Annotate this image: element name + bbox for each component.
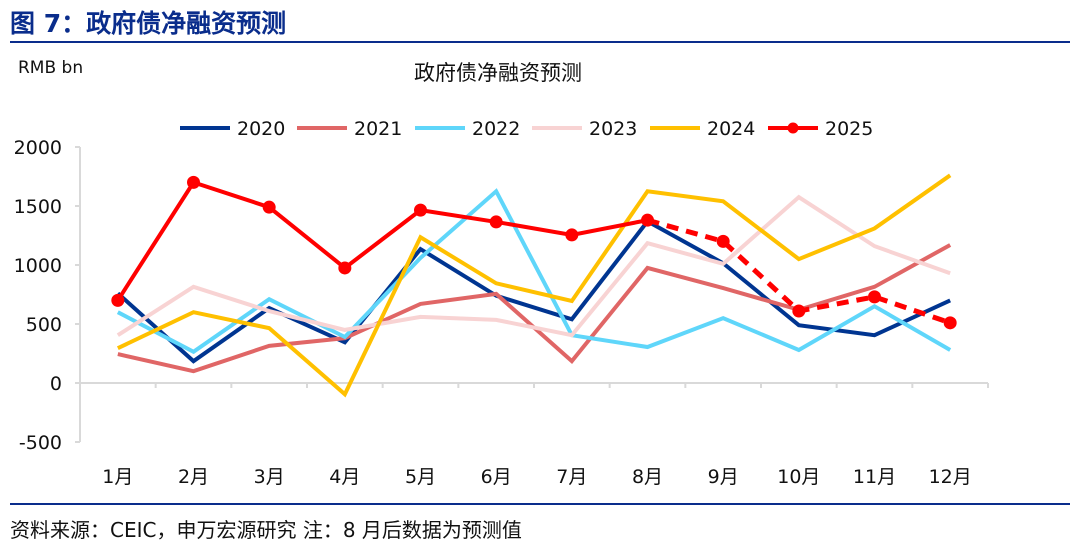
- legend-label: 2022: [472, 118, 520, 140]
- data-point-2025: [187, 175, 200, 189]
- y-tick-label: -500: [19, 432, 62, 454]
- unit-label: RMB bn: [18, 58, 84, 78]
- legend-item-2020: 2020: [180, 118, 285, 140]
- x-tick-label: 12月: [929, 466, 972, 488]
- legend-item-2024: 2024: [650, 118, 755, 140]
- series-line-2025: [116, 180, 648, 302]
- chart-title: 政府债净融资预测: [414, 61, 582, 85]
- series-line-2020: [116, 218, 952, 364]
- legend-marker: [787, 122, 799, 134]
- legend-label: 2020: [237, 118, 285, 140]
- series-line-2024: [116, 173, 952, 398]
- data-point-2025: [414, 203, 427, 217]
- data-point-2025: [716, 234, 730, 248]
- data-point-2025: [792, 304, 806, 318]
- source-note: 资料来源：CEIC，申万宏源研究 注：8 月后数据为预测值: [10, 518, 522, 542]
- data-point-2025: [489, 215, 503, 229]
- data-point-2025: [565, 228, 579, 242]
- data-point-2025: [262, 200, 276, 214]
- series-2020: [116, 218, 952, 364]
- x-tick-label: 4月: [329, 466, 360, 488]
- legend-label: 2023: [589, 118, 637, 140]
- data-point-2025: [868, 290, 881, 304]
- x-tick-label: 7月: [556, 466, 587, 488]
- y-tick-label: 500: [26, 314, 62, 336]
- legend-item-2021: 2021: [297, 118, 402, 140]
- data-point-2025: [641, 213, 654, 227]
- x-tick-label: 5月: [405, 466, 436, 488]
- bottom-rule: [10, 503, 1070, 505]
- x-tick-label: 3月: [254, 466, 285, 488]
- series-2023: [116, 194, 951, 338]
- y-tick-label: 1000: [14, 255, 62, 277]
- legend-item-2023: 2023: [532, 118, 637, 140]
- data-point-2025: [111, 293, 125, 307]
- x-tick-label: 1月: [102, 466, 133, 488]
- series-2025: [111, 175, 957, 330]
- figure-title: 图 7：政府债净融资预测: [10, 9, 287, 38]
- data-point-2025: [943, 316, 957, 330]
- x-tick-label: 8月: [632, 466, 663, 488]
- x-tick-label: 10月: [777, 466, 820, 488]
- top-rule: [10, 41, 1070, 43]
- legend-label: 2025: [825, 118, 873, 140]
- data-point-2025: [338, 261, 352, 275]
- legend-item-2025: 2025: [768, 118, 873, 140]
- x-tick-label: 11月: [853, 466, 896, 488]
- x-tick-label: 9月: [708, 466, 739, 488]
- series-2024: [116, 173, 952, 398]
- legend-label: 2021: [354, 118, 402, 140]
- legend-label: 2024: [707, 118, 755, 140]
- series-line-2023: [116, 194, 951, 338]
- y-tick-label: 1500: [14, 196, 62, 218]
- x-tick-label: 2月: [178, 466, 209, 488]
- y-tick-label: 2000: [14, 137, 62, 159]
- y-tick-label: 0: [50, 373, 62, 395]
- legend-item-2022: 2022: [415, 118, 520, 140]
- x-tick-label: 6月: [481, 466, 512, 488]
